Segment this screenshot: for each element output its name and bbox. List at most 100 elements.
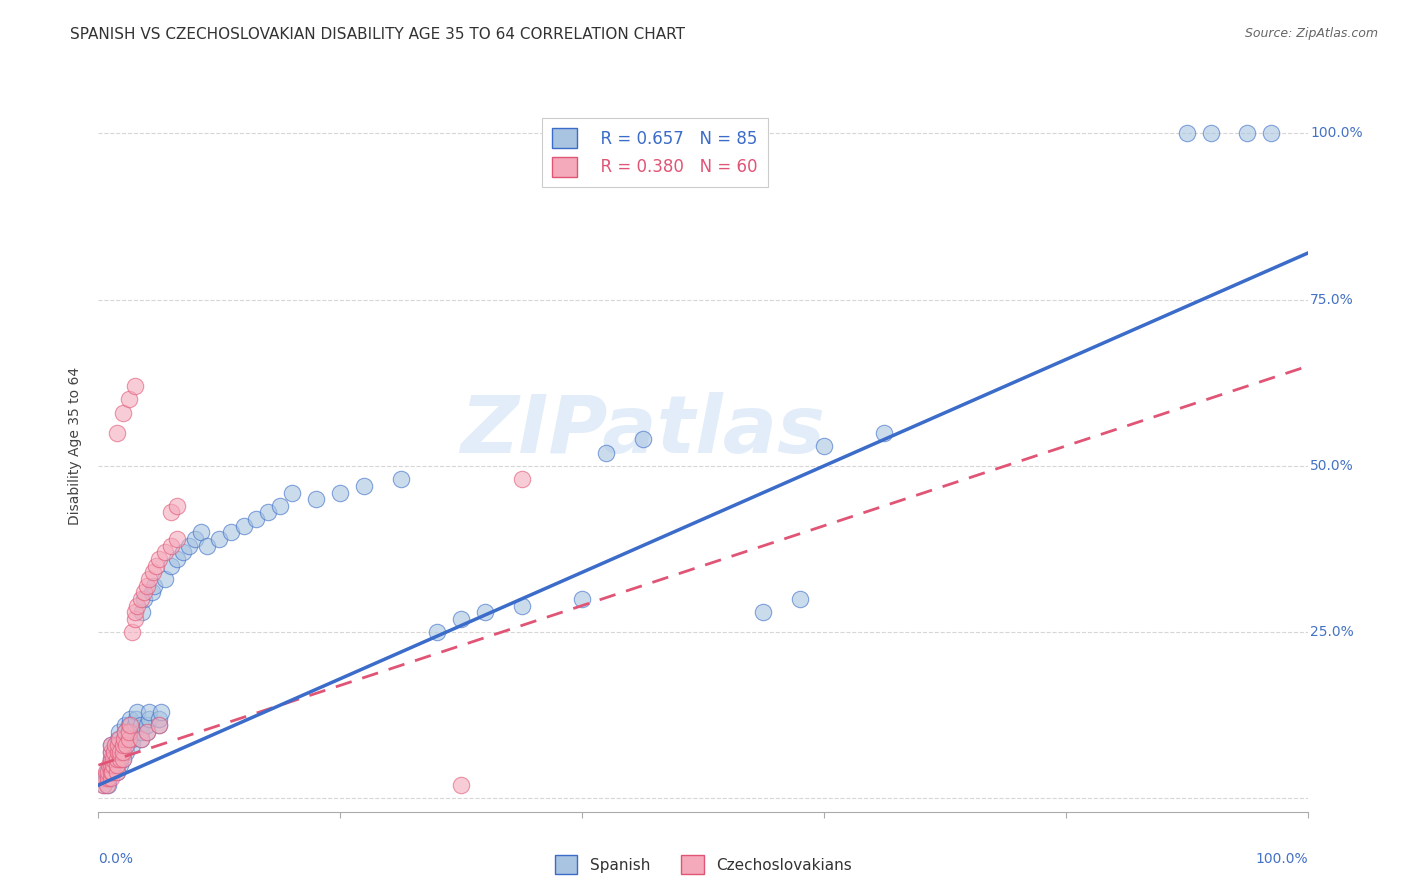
Point (100, 764, 122, 779)
Point (114, 725, 136, 739)
Point (426, 625, 449, 640)
Point (100, 772, 122, 786)
Point (148, 718, 170, 732)
Point (100, 745, 122, 759)
Point (107, 738, 129, 752)
Point (125, 712, 148, 726)
Point (510, 472, 533, 486)
Point (100, 751, 122, 765)
Point (101, 758, 124, 772)
Point (135, 718, 157, 732)
Point (94, 764, 117, 779)
Point (121, 731, 143, 746)
Point (111, 751, 134, 765)
Point (105, 764, 128, 779)
Point (232, 518, 254, 533)
Point (111, 745, 134, 759)
Point (93, 778, 115, 792)
Point (118, 731, 141, 746)
Point (105, 425, 128, 440)
Point (100, 758, 122, 772)
Point (97, 764, 120, 779)
Point (96, 778, 118, 792)
Point (108, 745, 131, 759)
Point (135, 725, 157, 739)
Y-axis label: Disability Age 35 to 64: Disability Age 35 to 64 (69, 367, 83, 525)
Point (108, 751, 131, 765)
Point (101, 758, 124, 772)
Point (142, 566, 165, 580)
Point (221, 525, 243, 540)
Point (129, 725, 152, 739)
Point (105, 751, 128, 765)
Point (195, 539, 218, 553)
Point (111, 738, 134, 752)
Point (153, 545, 176, 559)
Point (114, 718, 136, 732)
Point (873, 425, 896, 440)
Point (111, 745, 134, 759)
Point (121, 738, 143, 752)
Point (148, 552, 170, 566)
Point (114, 725, 136, 739)
Point (179, 539, 201, 553)
Text: 50.0%: 50.0% (1310, 459, 1354, 473)
Point (166, 552, 188, 566)
Point (184, 532, 207, 546)
Point (135, 579, 157, 593)
Point (124, 725, 146, 739)
Point (105, 751, 128, 765)
Point (138, 705, 160, 719)
Point (138, 712, 160, 726)
Text: 75.0%: 75.0% (1310, 293, 1354, 307)
Point (141, 585, 163, 599)
Point (100, 758, 122, 772)
Point (103, 745, 125, 759)
Point (256, 506, 278, 520)
Point (631, 433, 654, 447)
Point (1260, 127, 1282, 141)
Point (190, 525, 212, 540)
Point (100, 738, 122, 752)
Point (148, 712, 170, 726)
Point (118, 718, 141, 732)
Point (98, 772, 121, 786)
Legend:   R = 0.657   N = 85,   R = 0.380   N = 60: R = 0.657 N = 85, R = 0.380 N = 60 (543, 118, 768, 186)
Point (305, 492, 328, 507)
Point (281, 485, 304, 500)
Point (115, 745, 138, 759)
Point (813, 439, 835, 453)
Point (135, 725, 157, 739)
Point (96, 764, 118, 779)
Legend: Spanish, Czechoslovakians: Spanish, Czechoslovakians (548, 849, 858, 880)
Point (115, 738, 138, 752)
Point (145, 558, 167, 573)
Point (108, 725, 131, 739)
Point (97, 772, 120, 786)
Point (124, 718, 146, 732)
Text: Source: ZipAtlas.com: Source: ZipAtlas.com (1244, 27, 1378, 40)
Point (112, 731, 135, 746)
Point (124, 379, 146, 393)
Point (124, 605, 146, 619)
Point (118, 725, 141, 739)
Point (117, 731, 139, 746)
Point (1236, 127, 1258, 141)
Point (107, 745, 129, 759)
Point (111, 406, 134, 420)
Text: 100.0%: 100.0% (1256, 852, 1308, 866)
Point (94, 772, 117, 786)
Point (571, 591, 593, 606)
Point (97, 778, 120, 792)
Point (789, 591, 811, 606)
Point (1199, 127, 1222, 141)
Point (105, 758, 128, 772)
Point (143, 579, 166, 593)
Point (124, 612, 146, 626)
Point (166, 499, 188, 513)
Point (118, 725, 141, 739)
Point (1175, 127, 1198, 141)
Point (105, 764, 128, 779)
Point (98, 758, 121, 772)
Point (353, 479, 375, 493)
